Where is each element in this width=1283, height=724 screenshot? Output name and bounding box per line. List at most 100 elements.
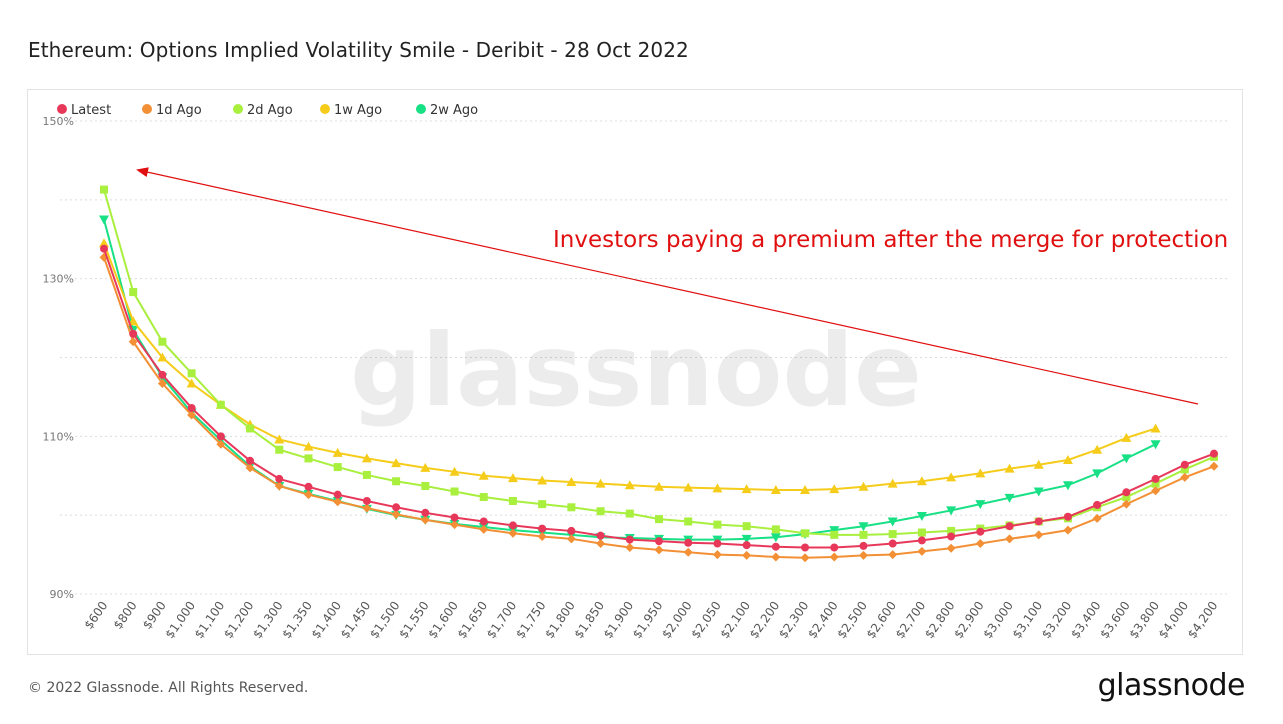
data-point — [887, 517, 898, 527]
data-point — [595, 478, 606, 488]
data-point — [830, 543, 839, 552]
data-point — [246, 424, 255, 433]
data-point — [829, 484, 840, 494]
data-point — [1063, 525, 1073, 535]
data-point — [1151, 479, 1160, 488]
data-point — [274, 434, 285, 444]
data-point — [361, 453, 372, 463]
data-point — [1034, 530, 1044, 540]
data-point — [1092, 444, 1103, 454]
data-point — [274, 481, 284, 491]
y-tick-label: 150% — [43, 115, 74, 128]
data-point — [420, 515, 430, 525]
data-point — [100, 185, 108, 194]
data-point — [537, 531, 547, 541]
data-point — [946, 472, 957, 482]
data-point — [947, 526, 956, 535]
annotation-group: Investors paying a premium after the mer… — [136, 167, 1228, 405]
data-point — [742, 550, 752, 560]
grid-lines — [60, 120, 1230, 595]
data-point — [596, 507, 605, 516]
data-point — [683, 482, 694, 492]
data-point — [859, 541, 868, 550]
data-point — [450, 513, 459, 522]
data-point — [508, 521, 517, 530]
data-point — [624, 480, 635, 490]
data-point — [1150, 440, 1161, 450]
data-point — [216, 400, 225, 409]
data-point — [1092, 469, 1103, 479]
data-point — [245, 463, 255, 473]
data-point — [770, 533, 781, 543]
data-point — [333, 463, 342, 472]
data-point — [392, 477, 401, 486]
data-point — [508, 528, 518, 538]
legend-label: 2d Ago — [247, 103, 293, 118]
data-point — [129, 288, 138, 297]
footer-copyright: © 2022 Glassnode. All Rights Reserved. — [28, 680, 309, 696]
data-point — [333, 490, 342, 499]
data-point — [479, 493, 488, 502]
data-point — [1093, 500, 1102, 509]
y-tick-label: 90% — [50, 588, 74, 601]
legend-item-1w-ago[interactable]: 1w Ago — [320, 103, 382, 118]
watermark-text: glassnode — [350, 312, 922, 429]
data-point — [187, 369, 196, 378]
data-point — [655, 515, 663, 524]
data-point — [275, 445, 284, 454]
data-point — [508, 496, 517, 505]
legend-label: 2w Ago — [430, 103, 478, 118]
data-point — [712, 483, 723, 493]
data-point — [216, 439, 226, 449]
data-point — [186, 378, 197, 388]
data-point — [158, 337, 167, 346]
data-point — [362, 496, 371, 505]
data-point — [625, 509, 634, 518]
data-point — [684, 517, 693, 526]
legend-marker-icon — [416, 104, 426, 114]
data-point — [566, 477, 577, 487]
data-point — [1092, 513, 1102, 523]
x-tick-label: $4,200 — [1185, 599, 1221, 641]
data-point — [1180, 472, 1190, 482]
data-point — [333, 497, 343, 507]
data-point — [1122, 493, 1131, 502]
data-point — [625, 542, 635, 552]
data-point — [1063, 512, 1072, 521]
data-point — [537, 475, 548, 485]
data-point — [1004, 493, 1015, 503]
data-point — [713, 539, 722, 548]
series-1w-ago — [99, 238, 1161, 494]
legend-marker-icon — [142, 104, 152, 114]
data-point — [947, 532, 956, 541]
data-point — [567, 503, 576, 512]
data-point — [216, 432, 225, 441]
data-point — [420, 462, 431, 472]
legend-item-2w-ago[interactable]: 2w Ago — [416, 103, 478, 118]
data-point — [654, 545, 664, 555]
legend-marker-icon — [320, 104, 330, 114]
data-point — [770, 484, 781, 494]
legend-item-1d-ago[interactable]: 1d Ago — [142, 103, 202, 118]
data-point — [1062, 481, 1073, 491]
legend: Latest 1d Ago 2d Ago 1w Ago 2w Ago — [57, 103, 478, 118]
data-point — [975, 539, 985, 549]
data-point — [917, 528, 926, 537]
legend-item-2d-ago[interactable]: 2d Ago — [233, 103, 293, 118]
data-point — [976, 527, 985, 536]
legend-label: Latest — [71, 103, 111, 118]
data-point — [655, 537, 663, 546]
data-point — [917, 546, 927, 556]
data-point — [771, 552, 781, 562]
data-point — [567, 526, 576, 535]
data-point — [362, 470, 371, 479]
data-point — [303, 490, 313, 500]
data-point — [391, 509, 401, 519]
legend-item-latest[interactable]: Latest — [57, 103, 111, 118]
data-point — [450, 487, 459, 496]
data-point — [830, 530, 839, 539]
series-1d-ago — [99, 252, 1219, 563]
data-point — [99, 215, 109, 225]
data-point — [1004, 463, 1015, 473]
x-tick-label: $900 — [140, 599, 169, 632]
